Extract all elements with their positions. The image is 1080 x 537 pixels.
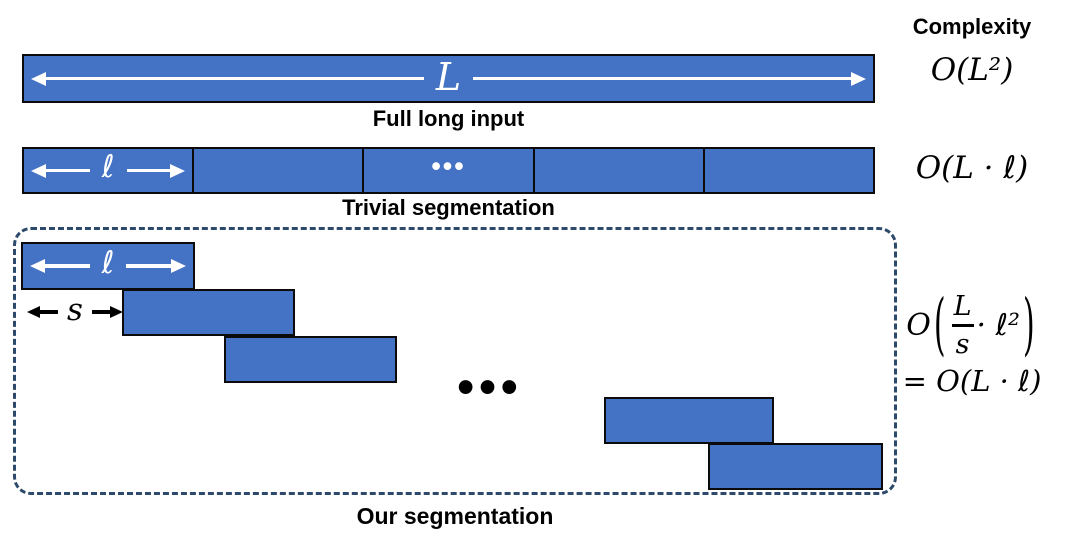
arrow-line: [473, 76, 852, 81]
length-L-arrow: L: [24, 56, 873, 101]
segment-4: [535, 149, 705, 192]
full-input-caption: Full long input: [372, 106, 525, 131]
segment-length-arrow: ℓ: [24, 152, 192, 183]
our-segmentation-box: [13, 227, 897, 495]
arrowhead-right-icon: [110, 306, 124, 318]
overlapping-segment-1: ℓ: [21, 242, 195, 290]
segment-3: •••: [364, 149, 535, 192]
our-complexity-line1: O ( L s · ℓ² ): [872, 286, 1072, 365]
arrow-line: [40, 310, 59, 314]
arrowhead-left-icon: [30, 259, 45, 273]
arrow-line: [45, 264, 90, 268]
overlapping-segment-3: [224, 336, 397, 383]
fraction-bar: [951, 324, 974, 327]
arrow-line: [46, 76, 424, 81]
segment-2: [194, 149, 365, 192]
full-input-bar: L: [22, 54, 875, 103]
arrowhead-left-icon: [31, 163, 46, 178]
trivial-complexity: O(L · ℓ): [915, 150, 1029, 186]
stride-label: s: [67, 291, 83, 328]
segment-length-label: ℓ: [101, 149, 115, 185]
segment-length-label: ℓ: [101, 244, 115, 281]
arrowhead-right-icon: [851, 71, 867, 86]
dot-term: · ℓ²: [976, 308, 1021, 343]
length-L-label: L: [435, 55, 462, 99]
ellipsis-dots: •••: [457, 361, 523, 414]
our-complexity: O ( L s · ℓ² ) = O(L · ℓ): [872, 286, 1072, 398]
trivial-segmentation-caption: Trivial segmentation: [342, 195, 555, 220]
arrow-line: [46, 168, 90, 173]
segment-1: ℓ: [24, 149, 195, 192]
fraction-numerator: L: [953, 291, 972, 322]
arrowhead-left-icon: [31, 71, 46, 86]
fraction-denominator: s: [955, 329, 970, 360]
overlapping-segment-5: [708, 443, 883, 490]
complexity-header: Complexity: [912, 14, 1032, 39]
overlapping-segment-4: [604, 397, 774, 444]
arrow-line: [126, 168, 171, 173]
arrow-line: [126, 264, 171, 268]
our-segmentation-caption: Our segmentation: [356, 503, 554, 529]
overlapping-segment-2: [122, 289, 295, 336]
stride-arrow: s: [27, 291, 124, 328]
full-input-complexity: O(L²): [930, 52, 1014, 88]
trivial-segmentation-bar: ℓ •••: [22, 147, 875, 194]
arrowhead-left-icon: [27, 306, 40, 318]
open-paren: (: [933, 286, 946, 365]
arrowhead-right-icon: [171, 259, 186, 273]
close-paren: ): [1023, 286, 1035, 365]
our-complexity-line2: = O(L · ℓ): [902, 364, 1042, 398]
arrowhead-right-icon: [170, 163, 186, 178]
big-o: O: [906, 308, 931, 343]
arrow-line: [91, 310, 111, 314]
fraction-L-over-s: L s: [951, 291, 974, 360]
segment-5: [705, 149, 873, 192]
ellipsis-dots: •••: [431, 151, 466, 181]
segment-length-arrow: ℓ: [23, 244, 193, 288]
